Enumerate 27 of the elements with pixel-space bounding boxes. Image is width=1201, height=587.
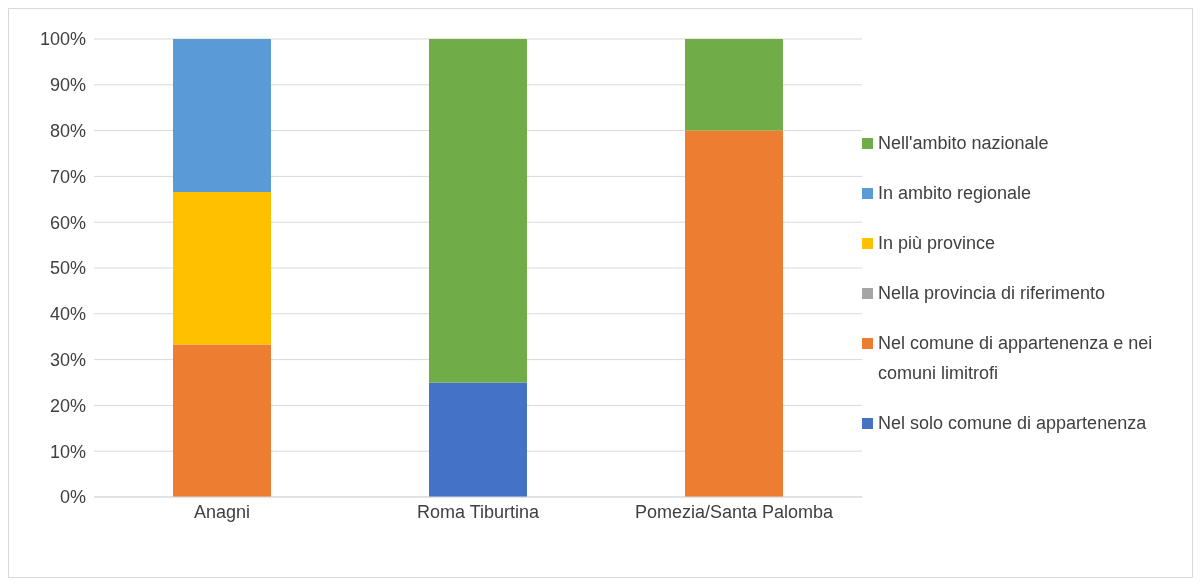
bar bbox=[685, 39, 783, 131]
x-tick-label: Pomezia/Santa Palomba bbox=[634, 501, 835, 522]
x-tick-label: Roma Tiburtina bbox=[416, 501, 541, 522]
bar bbox=[173, 191, 271, 345]
legend-label: Nel comune di appartenenza e nei comuni limitrofi bbox=[878, 332, 1154, 385]
legend-label: In più province bbox=[878, 232, 996, 255]
bar bbox=[685, 130, 783, 497]
y-tick-label: 50% bbox=[49, 258, 86, 279]
y-tick-label: 40% bbox=[49, 304, 86, 325]
legend-label: Nell'ambito nazionale bbox=[878, 132, 1049, 155]
legend-label: In ambito regionale bbox=[878, 182, 1032, 205]
bar bbox=[429, 39, 527, 383]
y-tick-label: 20% bbox=[49, 395, 86, 416]
legend-label: Nel solo comune di appartenenza bbox=[878, 412, 1147, 435]
y-tick-label: 70% bbox=[49, 166, 86, 187]
bar bbox=[173, 39, 271, 192]
bar bbox=[429, 382, 527, 497]
bar bbox=[173, 344, 271, 497]
y-tick-label: 30% bbox=[49, 349, 86, 370]
y-tick-label: 10% bbox=[49, 441, 86, 462]
y-tick-label: 100% bbox=[39, 29, 86, 50]
y-tick-label: 80% bbox=[49, 120, 86, 141]
y-tick-label: 90% bbox=[49, 75, 86, 96]
x-tick-label: Anagni bbox=[193, 501, 251, 522]
legend-label: Nella provincia di riferimento bbox=[878, 282, 1106, 305]
y-tick-label: 0% bbox=[59, 487, 86, 508]
y-tick-label: 60% bbox=[49, 212, 86, 233]
